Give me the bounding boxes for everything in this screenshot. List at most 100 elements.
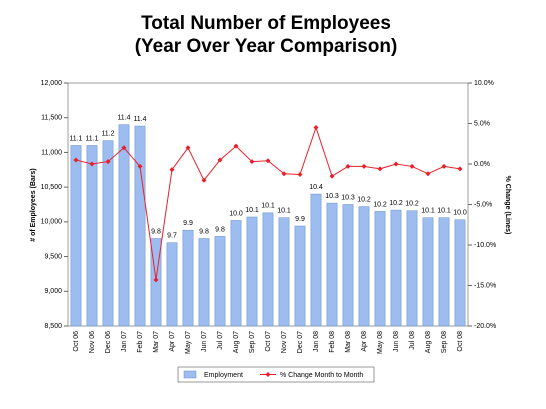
legend-label: Employment (204, 372, 243, 379)
bar (454, 219, 466, 327)
chart-title: Total Number of Employees (141, 13, 391, 34)
marker (169, 167, 175, 173)
marker (233, 143, 239, 149)
x-tick-label: Jun 08 (393, 331, 400, 352)
y-axis-title: # of Employees (Bars) (30, 168, 37, 242)
marker (313, 125, 319, 131)
x-tick-label: Jan 07 (121, 331, 128, 352)
y-tick-label: 9,500 (44, 253, 62, 260)
bar (166, 242, 178, 327)
x-tick-label: Mar 08 (345, 331, 352, 353)
legend-box (177, 366, 375, 383)
data-label: 9.9 (295, 216, 305, 223)
bar (134, 125, 146, 327)
bar (406, 210, 418, 327)
y2-tick-label: -10.0% (474, 242, 496, 249)
marker (281, 171, 287, 177)
legend-label: % Change Month to Month (280, 372, 363, 379)
marker (137, 163, 143, 169)
y-tick-label: 9,000 (44, 288, 62, 295)
y-tick-label: 11,500 (41, 115, 62, 122)
bar (278, 217, 290, 327)
y2-tick-label: 10.0% (474, 80, 494, 87)
marker (73, 157, 79, 163)
y-tick-label: 10,000 (41, 219, 63, 226)
x-tick-label: May 08 (377, 331, 384, 354)
bar (390, 209, 402, 327)
bar (214, 236, 226, 327)
data-label: 10.2 (357, 196, 371, 203)
legend-swatch (183, 370, 197, 379)
marker (217, 157, 223, 163)
legend-swatch (265, 372, 271, 377)
marker (457, 166, 463, 172)
marker (89, 161, 95, 167)
marker (409, 163, 415, 169)
chart-title: (Year Over Year Comparison) (135, 36, 398, 57)
bar (246, 216, 258, 327)
x-tick-label: Jul 07 (217, 331, 224, 350)
x-tick-label: Nov 07 (281, 331, 288, 353)
x-tick-label: May 07 (185, 331, 192, 354)
marker (121, 145, 127, 151)
data-label: 11.1 (85, 135, 98, 142)
bar (422, 217, 434, 327)
data-label: 10.2 (373, 201, 387, 208)
x-tick-label: Oct 06 (73, 331, 80, 352)
x-tick-label: Oct 08 (457, 331, 464, 352)
data-label: 9.7 (167, 233, 177, 240)
x-tick-label: Nov 06 (89, 331, 96, 353)
bar (342, 204, 354, 327)
bar (326, 202, 338, 327)
y2-tick-label: -20.0% (474, 323, 496, 330)
y-tick-label: 8,500 (44, 323, 62, 330)
x-tick-label: Sep 08 (441, 331, 448, 353)
y2-tick-label: 0.0% (474, 161, 490, 168)
bar (198, 238, 210, 327)
data-label: 10.0 (453, 210, 467, 217)
marker (441, 163, 447, 169)
bar (182, 229, 194, 327)
marker (297, 172, 303, 178)
data-label: 11.4 (133, 116, 146, 123)
x-tick-label: Feb 07 (137, 331, 144, 353)
bar (310, 193, 322, 327)
data-label: 10.1 (261, 203, 275, 210)
data-label: 10.2 (389, 200, 403, 207)
data-label: 11.4 (117, 115, 130, 122)
bar (70, 145, 82, 327)
marker (361, 163, 367, 169)
data-label: 9.8 (199, 228, 209, 235)
bar (102, 140, 114, 327)
y2-tick-label: -5.0% (474, 201, 492, 208)
data-label: 11.2 (101, 130, 114, 137)
bar (262, 212, 274, 327)
x-tick-label: Dec 07 (297, 331, 304, 353)
marker (377, 166, 383, 172)
data-label: 10.3 (325, 193, 339, 200)
bar (294, 225, 306, 327)
x-tick-label: Dec 06 (105, 331, 112, 353)
marker (345, 163, 351, 169)
bar (358, 206, 370, 327)
y2-tick-label: -15.0% (474, 282, 496, 289)
data-label: 10.0 (229, 210, 243, 217)
x-tick-label: Apr 08 (361, 331, 368, 352)
marker (153, 277, 159, 283)
x-tick-label: Apr 07 (169, 331, 176, 352)
x-tick-label: Aug 08 (425, 331, 432, 353)
y-tick-label: 10,500 (41, 184, 63, 191)
y2-tick-label: 5.0% (474, 120, 490, 127)
y-tick-label: 12,000 (41, 80, 63, 87)
data-label: 11.1 (69, 135, 82, 142)
data-label: 9.8 (151, 228, 161, 235)
marker (249, 159, 255, 165)
data-label: 10.4 (309, 184, 323, 191)
x-tick-label: Feb 08 (329, 331, 336, 353)
data-label: 9.8 (215, 226, 225, 233)
y2-axis-title: % Change (Lines) (504, 176, 511, 235)
marker (185, 145, 191, 151)
x-tick-label: Jun 07 (201, 331, 208, 352)
